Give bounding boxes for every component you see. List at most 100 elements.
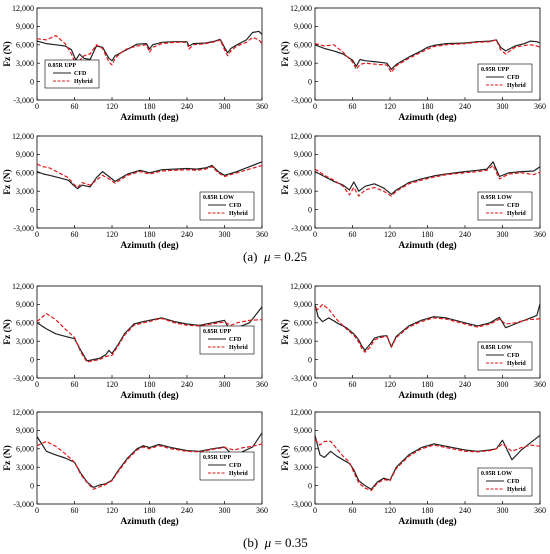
y-tick-label: 6,000: [294, 319, 312, 328]
y-tick-label: 9,000: [294, 426, 312, 435]
y-tick-label: 9,000: [16, 300, 34, 309]
legend-title: 0.95R UPP: [203, 455, 231, 461]
legend: 0.85R UPP CFD Hybrid: [199, 325, 255, 355]
legend-title: 0.85R LOW: [481, 345, 512, 351]
y-tick-label: -3,000: [291, 374, 312, 383]
legend-title: 0.95R LOW: [481, 471, 512, 477]
legend-label-hybrid: Hybrid: [507, 83, 526, 89]
x-tick-label: 120: [384, 506, 396, 515]
x-tick-label: 60: [349, 102, 357, 111]
y-axis-label: Fz (N): [2, 169, 13, 195]
legend-box: [199, 191, 255, 221]
legend: 0.95R UPP CFD Hybrid: [477, 63, 533, 93]
x-tick-label: 300: [219, 380, 231, 389]
y-tick-label: 0: [30, 481, 34, 490]
y-axis-label: Fz (N): [280, 319, 291, 345]
x-tick-label: 120: [384, 230, 396, 239]
y-tick-label: 9,000: [294, 300, 312, 309]
legend-label-cfd: CFD: [507, 479, 520, 485]
x-tick-label: 180: [144, 230, 156, 239]
caption-a-symbol: μ: [263, 249, 271, 264]
legend-title: 0.85R UPP: [48, 63, 76, 69]
x-axis-label: Azimuth (deg): [120, 240, 178, 251]
legend-label-cfd: CFD: [507, 75, 520, 81]
x-tick-label: 180: [144, 380, 156, 389]
legend-box: [477, 341, 533, 371]
y-tick-label: 3,000: [294, 463, 312, 472]
caption-b: (b) μ = 0.35: [243, 535, 308, 551]
x-tick-label: 240: [181, 230, 193, 239]
series-line-cfd: [36, 432, 263, 488]
legend-label-cfd: CFD: [507, 203, 520, 209]
series-line-hybrid: [36, 163, 263, 189]
x-tick-label: 240: [459, 506, 471, 515]
y-tick-label: 3,000: [16, 187, 34, 196]
caption-a: (a) μ = 0.25: [243, 249, 307, 265]
caption-b-letter: (b): [243, 535, 259, 550]
y-tick-label: 0: [30, 205, 34, 214]
y-tick-label: 9,000: [294, 150, 312, 159]
x-tick-label: 300: [497, 230, 509, 239]
legend-label-hybrid: Hybrid: [507, 487, 526, 493]
x-tick-label: 240: [181, 506, 193, 515]
y-tick-label: -3,000: [291, 500, 312, 509]
series-line-hybrid: [36, 34, 263, 66]
y-axis-label: Fz (N): [280, 169, 291, 195]
x-tick-label: 0: [313, 506, 317, 515]
x-tick-label: 300: [497, 506, 509, 515]
x-tick-label: 60: [71, 380, 79, 389]
y-tick-label: 3,000: [294, 187, 312, 196]
y-tick-label: 0: [308, 205, 312, 214]
x-tick-label: 300: [497, 380, 509, 389]
x-tick-label: 360: [256, 102, 268, 111]
caption-a-text: = 0.25: [270, 249, 308, 264]
y-tick-label: 6,000: [294, 41, 312, 50]
series-line-hybrid: [314, 439, 541, 492]
x-tick-label: 360: [256, 380, 268, 389]
x-tick-label: 0: [35, 506, 39, 515]
x-axis-label: Azimuth (deg): [398, 516, 456, 527]
y-tick-label: 12,000: [12, 282, 34, 291]
x-tick-label: 360: [534, 230, 546, 239]
y-tick-label: 6,000: [16, 41, 34, 50]
x-tick-label: 360: [256, 506, 268, 515]
y-tick-label: 12,000: [12, 132, 34, 141]
x-axis-label: Azimuth (deg): [120, 390, 178, 401]
y-axis-label: Fz (N): [2, 41, 13, 67]
x-tick-label: 240: [459, 102, 471, 111]
y-tick-label: -3,000: [13, 500, 34, 509]
y-tick-label: 12,000: [290, 408, 312, 417]
y-tick-label: 12,000: [12, 4, 34, 13]
x-tick-label: 120: [384, 380, 396, 389]
y-axis-label: Fz (N): [2, 445, 13, 471]
x-tick-label: 360: [256, 230, 268, 239]
legend-box: [199, 451, 255, 481]
y-axis-label: Fz (N): [280, 445, 291, 471]
x-tick-label: 60: [71, 230, 79, 239]
y-tick-label: 9,000: [16, 150, 34, 159]
x-tick-label: 180: [144, 102, 156, 111]
x-tick-label: 240: [459, 380, 471, 389]
y-tick-label: 6,000: [16, 319, 34, 328]
y-tick-label: 3,000: [16, 59, 34, 68]
legend: 0.95R UPP CFD Hybrid: [199, 451, 255, 481]
legend-title: 0.95R UPP: [481, 67, 509, 73]
y-tick-label: 12,000: [290, 132, 312, 141]
legend-box: [477, 191, 533, 221]
y-tick-label: 9,000: [16, 426, 34, 435]
y-tick-label: 3,000: [294, 59, 312, 68]
legend: 0.85R UPP CFD Hybrid: [44, 59, 100, 89]
x-tick-label: 0: [35, 230, 39, 239]
x-tick-label: 120: [106, 102, 118, 111]
x-tick-label: 300: [219, 230, 231, 239]
x-tick-label: 180: [422, 102, 434, 111]
legend-label-cfd: CFD: [74, 71, 87, 77]
y-tick-label: -3,000: [291, 96, 312, 105]
x-tick-label: 240: [181, 380, 193, 389]
